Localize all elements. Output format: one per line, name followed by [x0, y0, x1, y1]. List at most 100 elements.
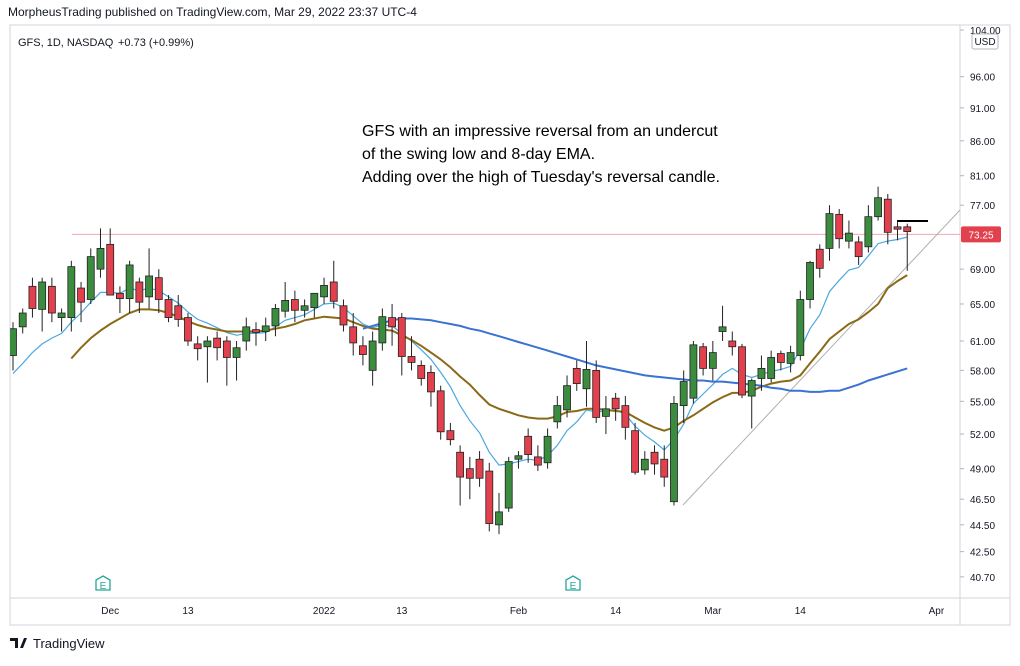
candle-body: [825, 213, 834, 249]
candle-body: [631, 430, 639, 473]
currency: USD: [974, 37, 995, 48]
annotation-line: GFS with an impressive reversal from an …: [362, 123, 718, 140]
candle-body: [310, 292, 319, 308]
earnings-badge[interactable]: E: [95, 575, 111, 592]
trendline: [682, 209, 960, 506]
candle-body: [271, 308, 280, 327]
candle-body: [670, 403, 678, 503]
earnings-label: E: [570, 581, 577, 592]
moving-average: [70, 274, 908, 432]
candle-body: [738, 346, 746, 396]
candle-body: [57, 312, 66, 318]
x-tick-label: Apr: [929, 606, 945, 617]
candle-body: [475, 458, 484, 479]
change: +0.73 (+0.99%): [118, 37, 194, 49]
candle-body: [815, 248, 824, 269]
symbol-line: GFS, 1D, NASDAQ: [18, 37, 114, 49]
candle-body: [213, 337, 222, 349]
candle-body: [767, 357, 776, 379]
candle-body: [261, 325, 270, 332]
y-tick-label: 104.00: [970, 26, 1001, 37]
candle-body: [184, 317, 192, 342]
candle-body: [728, 340, 737, 348]
candle-body: [436, 390, 445, 433]
candle-body: [154, 277, 163, 300]
candle-body: [349, 326, 358, 344]
candle-body: [252, 329, 260, 333]
candle-body: [86, 256, 95, 300]
candle-body: [864, 216, 873, 248]
candle-body: [883, 198, 892, 233]
candle-body: [854, 241, 863, 258]
y-tick-label: 61.00: [970, 337, 995, 348]
candle-body: [465, 468, 474, 479]
candle-body: [495, 511, 503, 526]
candle-body: [339, 305, 348, 326]
moving-average: [12, 236, 908, 466]
annotation-line: Adding over the high of Tuesday's revers…: [362, 169, 720, 186]
y-tick-label: 49.00: [970, 465, 995, 476]
candle-body: [320, 285, 328, 298]
candle-body: [203, 340, 212, 348]
annotation-line: of the swing low and 8-day EMA.: [362, 146, 595, 163]
candle-body: [543, 435, 552, 464]
price-label: 73.25: [968, 230, 993, 241]
candle-body: [650, 451, 659, 465]
candle-body: [174, 305, 183, 320]
candle-body: [456, 451, 465, 478]
y-tick-label: 58.00: [970, 366, 995, 377]
x-tick-label: Feb: [510, 606, 528, 617]
candle-body: [145, 275, 153, 298]
candle-body: [582, 368, 591, 390]
candle-body: [96, 248, 105, 270]
candle-body: [874, 197, 882, 218]
candle-body: [281, 300, 290, 312]
earnings-shape: [95, 575, 111, 591]
y-tick-label: 77.00: [970, 201, 995, 212]
y-tick-label: 69.00: [970, 265, 995, 276]
x-tick-label: 13: [182, 606, 194, 617]
logo-mark: [10, 638, 27, 648]
candle-body: [679, 381, 688, 407]
earnings-badge[interactable]: E: [565, 575, 581, 592]
candle-body: [232, 347, 241, 358]
x-tick-label: 14: [610, 606, 622, 617]
candle-body: [47, 285, 56, 314]
x-tick-label: Dec: [101, 606, 119, 617]
candle-body: [397, 317, 406, 357]
candle-body: [592, 369, 601, 418]
candle-body: [242, 326, 251, 342]
candle-body: [893, 226, 902, 230]
candle-body: [708, 352, 717, 369]
candle-body: [329, 281, 338, 302]
y-tick-label: 44.50: [970, 521, 995, 532]
plot-area: [10, 186, 960, 535]
candle-body: [806, 262, 814, 300]
y-tick-label: 86.00: [970, 137, 995, 148]
candle-body: [222, 340, 231, 358]
candle-body: [427, 372, 435, 393]
x-tick-label: Mar: [704, 606, 722, 617]
y-tick-label: 42.50: [970, 548, 995, 559]
y-tick-label: 96.00: [970, 73, 995, 84]
candle-body: [485, 470, 494, 524]
candle-body: [553, 405, 562, 423]
y-tick-label: 46.50: [970, 495, 995, 506]
candle-body: [747, 380, 756, 397]
candle-body: [28, 285, 37, 309]
candle-body: [718, 326, 727, 332]
candle-body: [407, 356, 416, 363]
candle-body: [611, 397, 620, 410]
candle-body: [135, 281, 144, 303]
candle-body: [524, 435, 533, 455]
candle-body: [835, 213, 844, 240]
candle-body: [290, 299, 299, 311]
candle-body: [602, 408, 610, 417]
currency-box: [971, 33, 999, 50]
candle-body: [368, 340, 377, 371]
chart-frame: [9, 24, 1011, 626]
y-tick-label: 91.00: [970, 104, 995, 115]
footer-brand: TradingView: [33, 636, 105, 651]
candle-body: [388, 317, 396, 328]
x-tick-label: 2022: [313, 606, 336, 617]
